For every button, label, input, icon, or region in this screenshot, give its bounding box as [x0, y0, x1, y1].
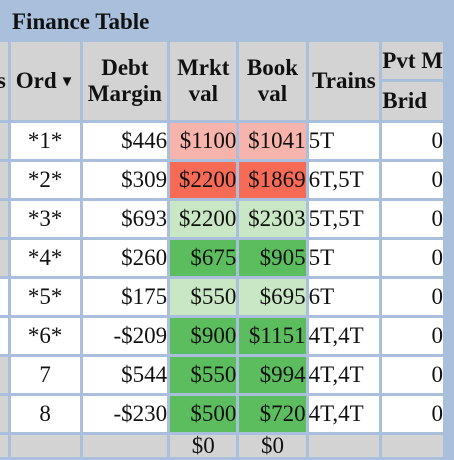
- ord-cell: *4*: [10, 240, 80, 276]
- row-cell-prev: [0, 357, 8, 393]
- table-row[interactable]: 8 -$230 $500 $720 4T,4T 0: [0, 396, 443, 432]
- brid-cell: 0: [382, 279, 443, 315]
- brid-cell: 0: [382, 201, 443, 237]
- trains-cell: 4T,4T: [308, 396, 380, 432]
- brid-cell: 0: [382, 357, 443, 393]
- debt-margin-cell: $175: [82, 279, 168, 315]
- column-header-ord[interactable]: Ord ▼: [10, 42, 80, 120]
- row-cell-prev: [0, 396, 8, 432]
- debt-margin-cell: -$209: [82, 318, 168, 354]
- mrkt-val-cell: $900: [170, 318, 237, 354]
- column-header-prev[interactable]: s: [0, 42, 8, 120]
- table-row[interactable]: 7 $544 $550 $994 4T,4T 0: [0, 357, 443, 393]
- debt-margin-cell: $693: [82, 201, 168, 237]
- trains-cell: 4T,4T: [308, 318, 380, 354]
- ord-cell: *1*: [10, 123, 80, 159]
- table-row[interactable]: *4* $260 $675 $905 5T 0: [0, 240, 443, 276]
- column-header-debt-margin[interactable]: Debt Margin: [82, 42, 168, 120]
- brid-cell: 0: [382, 240, 443, 276]
- book-val-cell: $720: [239, 396, 306, 432]
- mrkt-val-cell: $2200: [170, 162, 237, 198]
- debt-margin-cell: -$230: [82, 396, 168, 432]
- row-cell-prev: [0, 201, 8, 237]
- book-val-cell: $2303: [239, 201, 306, 237]
- trains-cell: 6T: [308, 279, 380, 315]
- ord-cell: *6*: [10, 318, 80, 354]
- table-title: Finance Table: [12, 9, 150, 34]
- row-cell-prev: [0, 240, 8, 276]
- row-cell-prev: [0, 318, 8, 354]
- debt-margin-cell: $446: [82, 123, 168, 159]
- mrkt-val-cell: $500: [170, 396, 237, 432]
- trains-cell: 5T: [308, 240, 380, 276]
- mrkt-val-cell: $550: [170, 279, 237, 315]
- book-val-cell: $695: [239, 279, 306, 315]
- footer-cell: [0, 435, 8, 457]
- row-cell-prev: [0, 123, 8, 159]
- trains-cell: 5T: [308, 123, 380, 159]
- table-row[interactable]: *3* $693 $2200 $2303 5T,5T 0: [0, 201, 443, 237]
- footer-cell: [10, 435, 80, 457]
- brid-cell: 0: [382, 318, 443, 354]
- debt-margin-cell: $544: [82, 357, 168, 393]
- row-cell-prev: [0, 162, 8, 198]
- mrkt-val-cell: $2200: [170, 201, 237, 237]
- ord-cell: *3*: [10, 201, 80, 237]
- book-val-cell: $1041: [239, 123, 306, 159]
- footer-cell: [82, 435, 168, 457]
- finance-table: s Ord ▼ Debt Margin Mrkt val Book val Trains…: [0, 39, 446, 460]
- mrkt-val-cell: $1100: [170, 123, 237, 159]
- sort-down-icon[interactable]: ▼: [59, 73, 75, 90]
- row-cell-prev: [0, 279, 8, 315]
- column-header-book-val[interactable]: Book val: [239, 42, 306, 120]
- mrkt-val-cell: $675: [170, 240, 237, 276]
- debt-margin-cell: $309: [82, 162, 168, 198]
- ord-cell: *5*: [10, 279, 80, 315]
- column-header-mrkt-val[interactable]: Mrkt val: [170, 42, 237, 120]
- book-val-cell: $1869: [239, 162, 306, 198]
- book-val-cell: $905: [239, 240, 306, 276]
- ord-cell: 8: [10, 396, 80, 432]
- ord-cell: *2*: [10, 162, 80, 198]
- brid-cell: 0: [382, 162, 443, 198]
- book-val-cell: $1151: [239, 318, 306, 354]
- table-row[interactable]: *2* $309 $2200 $1869 6T,5T 0: [0, 162, 443, 198]
- footer-mrkt-total: $0: [170, 435, 237, 457]
- brid-cell: 0: [382, 396, 443, 432]
- footer-cell: [382, 435, 443, 457]
- table-footer-row: $0 $0: [0, 435, 443, 457]
- table-row[interactable]: *5* $175 $550 $695 6T 0: [0, 279, 443, 315]
- book-val-cell: $994: [239, 357, 306, 393]
- trains-cell: 5T,5T: [308, 201, 380, 237]
- mrkt-val-cell: $550: [170, 357, 237, 393]
- table-row[interactable]: *6* -$209 $900 $1151 4T,4T 0: [0, 318, 443, 354]
- debt-margin-cell: $260: [82, 240, 168, 276]
- table-row[interactable]: *1* $446 $1100 $1041 5T 0: [0, 123, 443, 159]
- column-header-brid[interactable]: Brid: [382, 82, 443, 120]
- trains-cell: 4T,4T: [308, 357, 380, 393]
- footer-cell: [308, 435, 380, 457]
- brid-cell: 0: [382, 123, 443, 159]
- column-header-pvt[interactable]: Pvt M: [382, 42, 443, 79]
- ord-cell: 7: [10, 357, 80, 393]
- trains-cell: 6T,5T: [308, 162, 380, 198]
- column-header-trains[interactable]: Trains: [308, 42, 380, 120]
- footer-book-total: $0: [239, 435, 306, 457]
